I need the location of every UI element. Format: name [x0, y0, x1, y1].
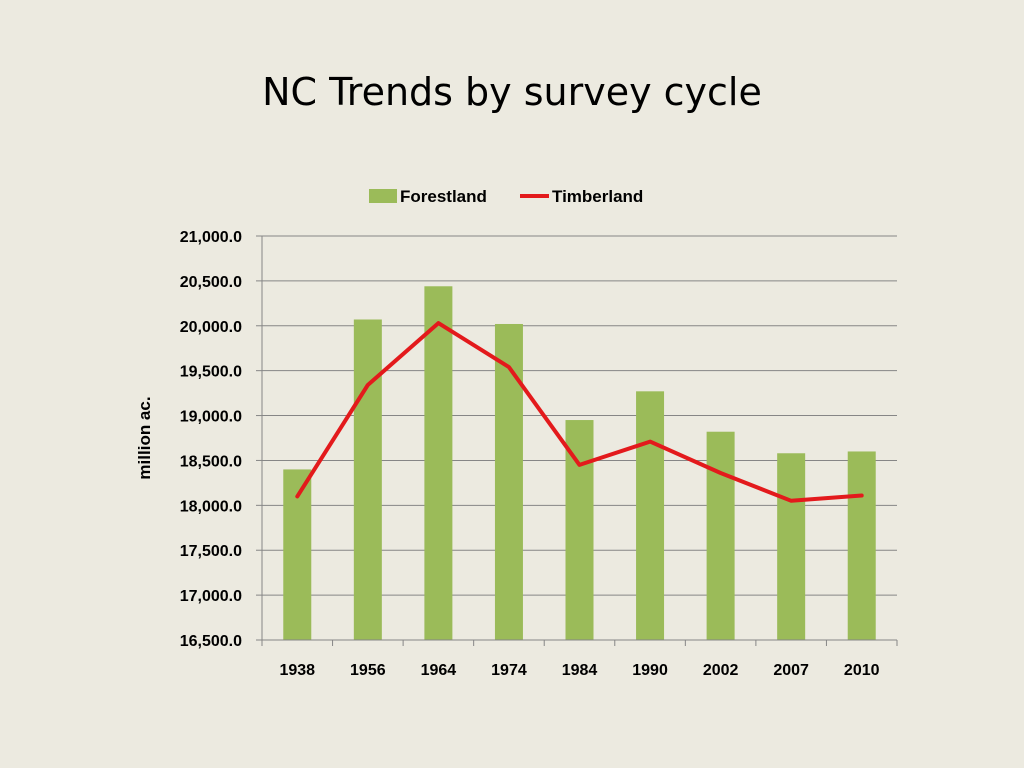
- y-tick-label: 17,000.0: [180, 588, 242, 605]
- legend: Forestland Timberland: [369, 187, 643, 206]
- x-tick-label: 1990: [632, 662, 668, 679]
- x-tick-label: 1974: [491, 662, 527, 679]
- y-tick-label: 17,500.0: [180, 543, 242, 560]
- x-tick-labels: 1938 1956 1964 1974 1984 1990 2002 2007 2010: [279, 662, 879, 679]
- x-tick-label: 1938: [279, 662, 315, 679]
- axes: [261, 236, 898, 646]
- bar-forestland: [847, 451, 876, 640]
- legend-forestland-swatch: [369, 189, 397, 203]
- y-tick-label: 19,000.0: [180, 409, 242, 426]
- x-tick-label: 1956: [350, 662, 386, 679]
- timberland-line-group: [295, 321, 864, 503]
- y-tick-labels: 16,500.0 17,000.0 17,500.0 18,000.0 18,500.0…: [180, 229, 242, 650]
- bar-forestland: [636, 391, 665, 640]
- y-tick-label: 18,500.0: [180, 453, 242, 470]
- bar-forestland: [706, 431, 735, 640]
- bar-forestland: [565, 420, 594, 640]
- slide-title: NC Trends by survey cycle: [262, 70, 762, 114]
- x-tick-label: 2007: [773, 662, 809, 679]
- timberland-line: [295, 321, 864, 503]
- y-tick-label: 21,000.0: [180, 229, 242, 246]
- forestland-bars: [283, 286, 876, 640]
- bar-forestland: [353, 319, 382, 640]
- bar-forestland: [494, 323, 523, 640]
- y-axis-title: million ac.: [135, 396, 154, 479]
- legend-forestland-label: Forestland: [400, 187, 487, 206]
- y-tick-label: 20,000.0: [180, 319, 242, 336]
- y-tick-label: 19,500.0: [180, 364, 242, 381]
- bar-forestland: [777, 453, 806, 640]
- y-tick-label: 16,500.0: [180, 633, 242, 650]
- y-tick-label: 18,000.0: [180, 498, 242, 515]
- x-tick-label: 1984: [562, 662, 598, 679]
- bar-forestland: [424, 286, 453, 640]
- legend-timberland-label: Timberland: [552, 187, 643, 206]
- x-tick-label: 2002: [703, 662, 739, 679]
- x-tick-label: 1964: [421, 662, 457, 679]
- y-tick-label: 20,500.0: [180, 274, 242, 291]
- x-tick-label: 2010: [844, 662, 880, 679]
